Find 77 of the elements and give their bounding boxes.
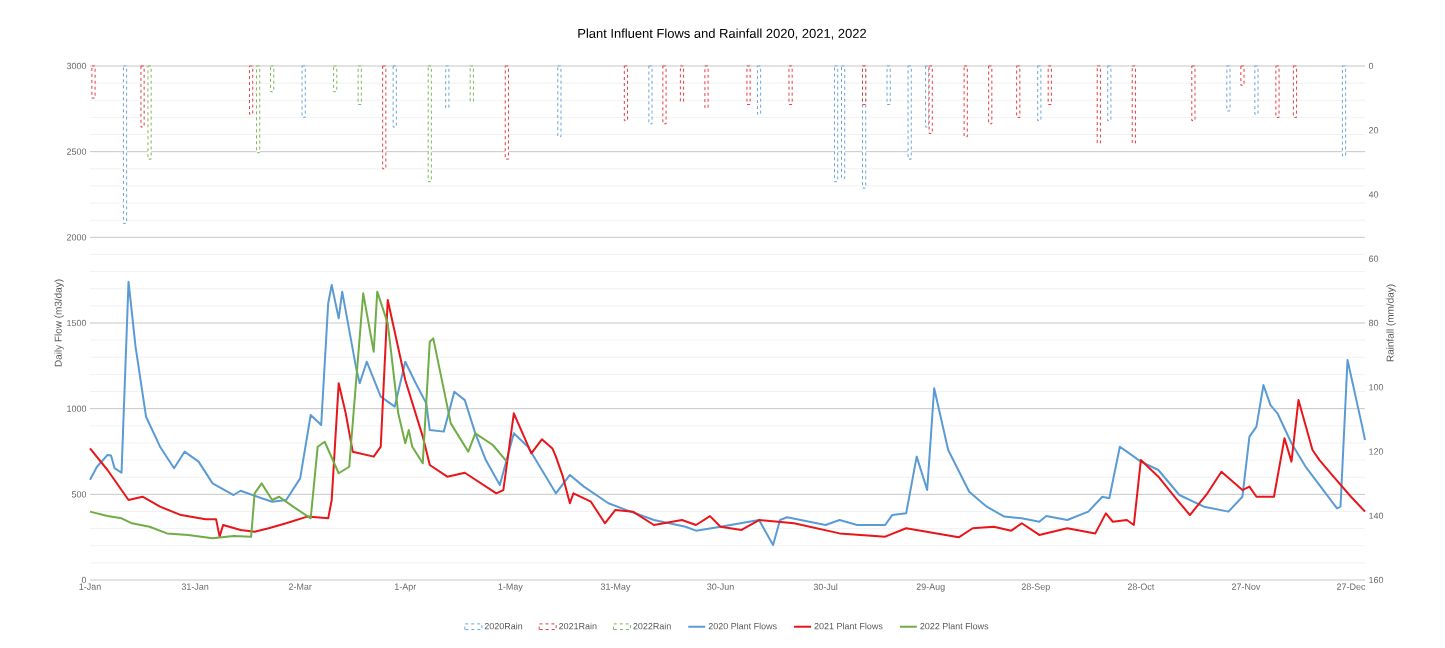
bar <box>333 65 338 93</box>
bar <box>1226 65 1231 112</box>
y2-tick-label: 100 <box>1369 384 1384 391</box>
y-tick-label: 0 <box>81 576 87 584</box>
chart-title: Plant Influent Flows and Rainfall 2020, 2021, 2022 <box>578 28 867 40</box>
bar <box>834 65 839 183</box>
bar <box>357 65 362 105</box>
x-tick-label: 31-Jan <box>181 583 209 590</box>
bar <box>1240 65 1245 86</box>
x-tick-label: 31-May <box>600 583 631 592</box>
y-tick-label: 2500 <box>66 148 87 155</box>
bar <box>623 65 628 122</box>
y2-tick-label: 120 <box>1369 448 1384 455</box>
y2-tick-label: 140 <box>1369 512 1384 519</box>
bar <box>392 65 397 128</box>
x-tick-label: 30-Jun <box>707 583 734 590</box>
bar <box>1037 65 1042 122</box>
y2-tick-label: 80 <box>1368 319 1379 327</box>
bar <box>1254 65 1259 115</box>
x-tick-label: 27-Nov <box>1231 583 1261 590</box>
bar <box>1341 65 1347 157</box>
x-tick-label: 1-Apr <box>394 583 417 592</box>
bar <box>427 65 432 183</box>
y-tick-label: 3000 <box>66 62 87 70</box>
legend-label: 2022Rain <box>633 622 671 630</box>
legend-label: 2020Rain <box>484 622 523 630</box>
y2-tick-label: 20 <box>1369 127 1379 134</box>
bar <box>988 65 993 125</box>
bar <box>928 65 933 134</box>
y-tick-label: 2000 <box>66 234 87 241</box>
y2-tick-label: 0 <box>1368 62 1374 70</box>
x-tick-label: 27-Dec <box>1337 583 1366 590</box>
y2-tick-label: 160 <box>1369 576 1384 584</box>
y2-tick-label: 60 <box>1369 255 1379 262</box>
y2-tick-label: 40 <box>1368 191 1379 198</box>
bar <box>301 65 306 118</box>
bar <box>445 65 450 109</box>
x-tick-label: 2-Mar <box>288 583 312 590</box>
y-tick-label: 500 <box>71 491 87 498</box>
bar <box>1191 65 1196 122</box>
legend-label: 2020 Plant Flows <box>708 622 777 630</box>
bar <box>1016 65 1021 118</box>
bar <box>1131 65 1136 144</box>
legend-label: 2021 Plant Flows <box>814 622 883 630</box>
bar <box>704 65 709 109</box>
bar <box>382 65 387 170</box>
bar <box>963 65 968 138</box>
bar <box>841 65 846 179</box>
bar <box>504 65 509 160</box>
bar <box>757 65 762 115</box>
bar <box>469 65 474 102</box>
bar <box>788 65 793 105</box>
legend-label: 2021Rain <box>559 622 597 630</box>
y2-axis-title: Rainfall (mm/day) <box>1386 284 1396 362</box>
bar <box>648 65 653 125</box>
bar <box>1275 65 1280 118</box>
bar <box>1096 65 1101 144</box>
legend-label: 2022 Plant Flows <box>920 622 989 630</box>
bar <box>662 65 667 125</box>
x-tick-label: 1-Jan <box>79 583 101 590</box>
bar <box>746 65 751 105</box>
x-tick-label: 1-May <box>498 583 523 592</box>
bar <box>886 65 891 105</box>
bar <box>679 65 685 102</box>
line-series <box>89 290 508 540</box>
bar <box>907 65 912 160</box>
bar <box>1047 65 1052 105</box>
y-tick-label: 1000 <box>67 405 87 412</box>
x-tick-label: 30-Jul <box>813 583 838 591</box>
bar <box>1292 65 1298 118</box>
x-tick-label: 29-Aug <box>916 583 945 592</box>
bar <box>557 65 562 138</box>
bar <box>1107 65 1112 122</box>
x-tick-label: 28-Sep <box>1021 583 1050 592</box>
y-axis-title: Daily Flow (m3/day) <box>54 279 64 367</box>
x-tick-label: 28-Oct <box>1127 583 1155 590</box>
y-tick-label: 1500 <box>67 319 87 327</box>
